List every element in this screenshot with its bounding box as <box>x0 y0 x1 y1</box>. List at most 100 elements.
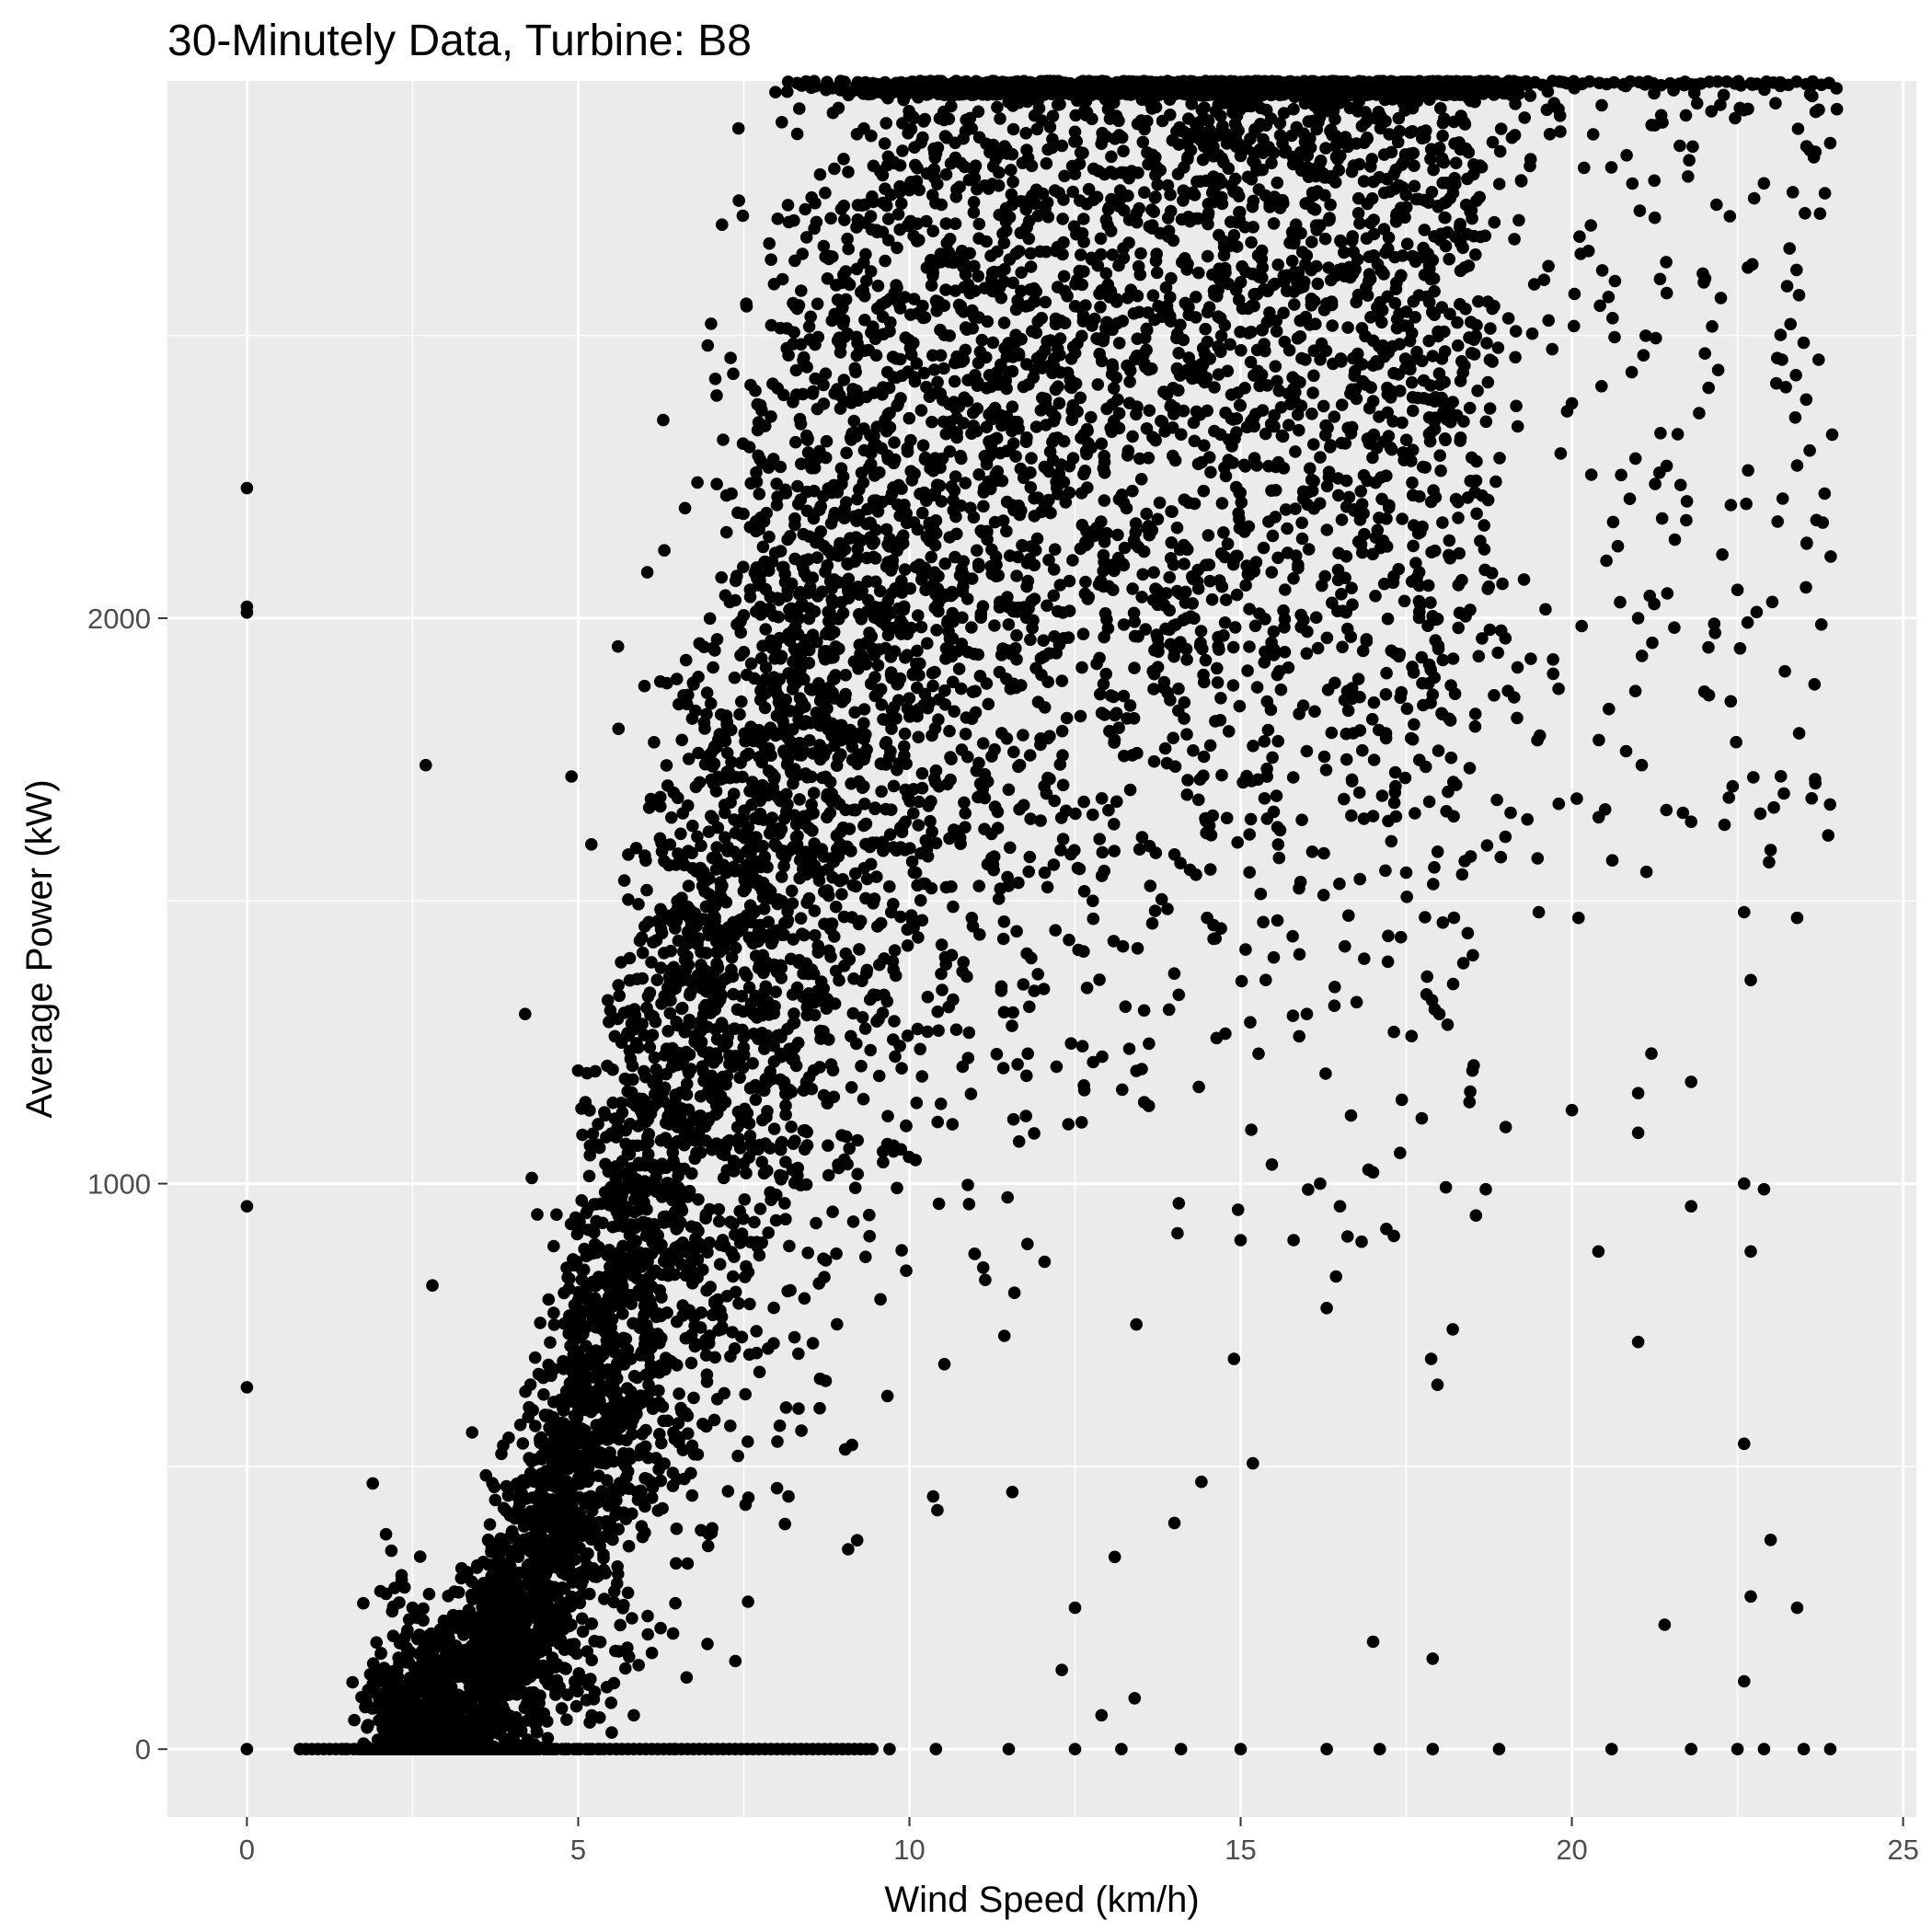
data-point <box>1459 303 1472 316</box>
data-point <box>1381 955 1395 969</box>
data-point <box>1411 391 1424 405</box>
data-point <box>583 1587 596 1601</box>
data-point <box>1150 266 1164 280</box>
data-point <box>907 229 920 243</box>
data-point <box>912 730 926 743</box>
data-point <box>912 819 926 832</box>
data-point <box>670 673 684 685</box>
data-point <box>980 235 993 248</box>
data-point <box>832 101 845 115</box>
data-point <box>881 1110 894 1122</box>
data-point <box>1377 577 1391 591</box>
data-point <box>901 939 914 952</box>
data-point <box>623 951 637 965</box>
data-point <box>1019 435 1033 449</box>
data-point <box>948 374 961 388</box>
data-point <box>1354 485 1367 498</box>
data-point <box>1050 1060 1064 1074</box>
data-point <box>1317 846 1330 860</box>
data-point <box>842 592 856 604</box>
data-point <box>1294 330 1307 343</box>
data-point <box>696 1060 709 1073</box>
data-point <box>1244 355 1258 369</box>
data-point <box>972 558 985 570</box>
data-point <box>729 1654 742 1668</box>
data-point <box>1037 983 1051 995</box>
data-point <box>1046 132 1059 146</box>
data-point <box>1021 1047 1034 1061</box>
data-point <box>968 259 981 273</box>
data-point <box>1314 451 1327 464</box>
data-point <box>678 1472 691 1486</box>
data-point <box>894 910 907 924</box>
data-point <box>555 1702 569 1715</box>
data-point <box>1066 185 1079 199</box>
data-point <box>1417 374 1431 387</box>
data-point <box>780 916 794 929</box>
data-point <box>753 1202 767 1215</box>
data-point <box>1098 494 1111 507</box>
data-point <box>1047 563 1061 576</box>
data-point <box>780 322 794 335</box>
data-point <box>1350 995 1363 1009</box>
data-point <box>678 501 692 515</box>
data-point <box>1441 1018 1455 1031</box>
data-point <box>686 819 699 833</box>
data-point <box>750 1325 763 1338</box>
data-point <box>795 1424 808 1437</box>
data-point <box>348 1713 361 1727</box>
data-point <box>849 365 862 379</box>
data-point <box>1131 942 1144 955</box>
data-point <box>850 1534 864 1547</box>
data-point <box>374 1647 387 1661</box>
data-point <box>1245 236 1258 249</box>
data-point <box>1428 544 1442 558</box>
chart-title: 30-Minutely Data, Turbine: B8 <box>167 17 752 65</box>
data-point <box>857 819 870 833</box>
data-point <box>1452 512 1465 524</box>
data-point <box>1087 1055 1099 1069</box>
data-point <box>1126 430 1139 443</box>
data-point <box>875 698 889 711</box>
data-point <box>648 1051 661 1064</box>
data-point <box>733 707 746 721</box>
data-point <box>1227 229 1241 242</box>
data-point <box>912 609 925 622</box>
data-point <box>920 380 933 394</box>
data-point <box>1106 248 1120 261</box>
data-point <box>654 1133 668 1147</box>
data-point <box>571 1685 584 1698</box>
data-point <box>842 166 855 178</box>
data-point <box>1415 1111 1429 1125</box>
data-point <box>1095 792 1109 805</box>
data-point <box>838 512 851 524</box>
data-point <box>767 1301 780 1315</box>
data-point <box>1133 268 1147 282</box>
data-point <box>687 1391 700 1405</box>
data-point <box>1165 536 1179 549</box>
data-point <box>737 560 750 574</box>
data-point <box>859 1250 872 1263</box>
data-point <box>921 637 934 650</box>
data-point <box>1431 845 1444 858</box>
data-point <box>851 1133 864 1147</box>
data-point <box>1047 589 1061 603</box>
data-point <box>929 836 943 850</box>
data-point <box>769 985 782 998</box>
data-point <box>1244 1016 1257 1029</box>
data-point <box>1020 144 1033 156</box>
data-point <box>1052 186 1065 200</box>
data-point <box>1165 271 1178 285</box>
data-point <box>994 112 1006 125</box>
data-point <box>1097 548 1110 562</box>
data-point <box>670 1522 684 1535</box>
data-point <box>754 651 768 665</box>
data-point <box>1006 1486 1019 1499</box>
data-point <box>859 637 872 650</box>
data-point <box>876 225 890 238</box>
data-point <box>1394 930 1408 944</box>
data-point <box>633 934 647 948</box>
data-point <box>1137 1096 1151 1109</box>
data-point <box>877 328 890 341</box>
data-point <box>357 1596 370 1610</box>
